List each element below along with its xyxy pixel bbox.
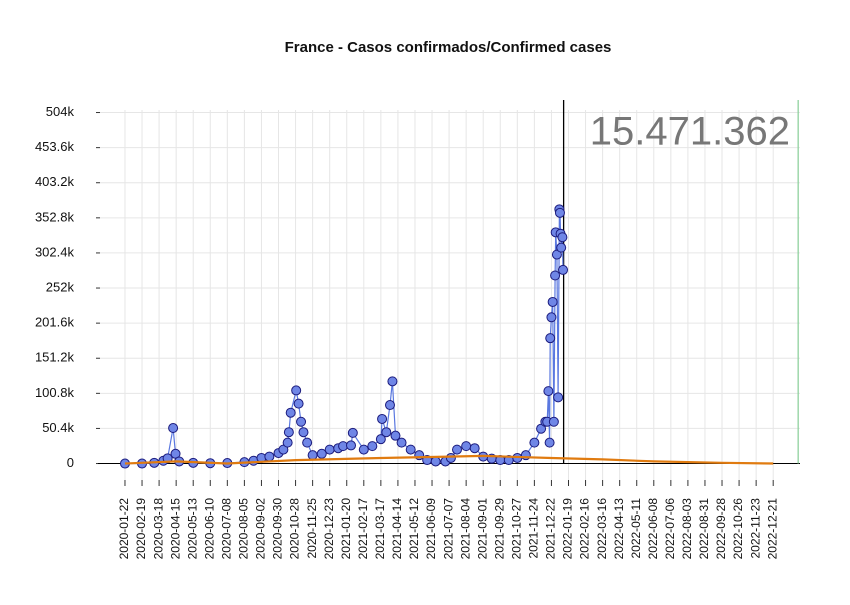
point	[396, 437, 407, 448]
point	[381, 427, 392, 438]
point	[547, 296, 558, 307]
point	[346, 440, 357, 451]
point	[469, 443, 480, 454]
point	[316, 448, 327, 459]
point	[347, 427, 358, 438]
x-tick-label: 2020-01-22	[117, 498, 131, 560]
point	[557, 232, 568, 243]
point	[445, 452, 456, 463]
y-tick-label: 504k	[46, 104, 75, 119]
x-tick-label: 2022-08-03	[680, 498, 694, 560]
x-tick-label: 2022-02-16	[578, 498, 592, 560]
y-tick-label: 302.4k	[35, 244, 75, 259]
x-tick-label: 2022-03-16	[595, 498, 609, 560]
point	[558, 264, 569, 275]
y-tick-label: 100.8k	[35, 385, 75, 400]
point	[405, 444, 416, 455]
point	[296, 416, 307, 427]
x-tick-label: 2021-04-14	[390, 498, 404, 560]
point	[529, 437, 540, 448]
y-tick-label: 201.6k	[35, 315, 75, 330]
point	[548, 416, 559, 427]
x-tick-label: 2021-01-20	[339, 498, 353, 560]
point	[430, 456, 441, 467]
point	[293, 398, 304, 409]
x-tick-label: 2020-07-08	[219, 498, 233, 560]
point	[390, 430, 401, 441]
point	[298, 427, 309, 438]
y-tick-label: 453.6k	[35, 139, 75, 154]
point	[384, 400, 395, 411]
y-tick-label: 151.2k	[35, 350, 75, 365]
x-tick-label: 2022-01-19	[561, 498, 575, 560]
x-tick-label: 2020-04-15	[168, 498, 182, 560]
x-tick-label: 2021-02-17	[356, 498, 370, 560]
x-tick-label: 2020-10-28	[288, 498, 302, 560]
point	[377, 413, 388, 424]
point	[307, 450, 318, 461]
x-tick-label: 2020-09-02	[254, 498, 268, 560]
y-tick-label: 252k	[46, 279, 75, 294]
point	[461, 441, 472, 452]
point	[556, 242, 567, 253]
x-tick-label: 2021-03-17	[373, 498, 387, 560]
x-tick-label: 2022-11-23	[748, 498, 762, 559]
point	[546, 312, 557, 323]
point	[282, 437, 293, 448]
point	[387, 376, 398, 387]
total-annotation: 15.471.362	[590, 110, 790, 154]
point	[302, 437, 313, 448]
point	[291, 385, 302, 396]
chart-title: France - Casos confirmados/Confirmed cas…	[285, 39, 612, 56]
point	[168, 423, 179, 434]
x-tick-label: 2021-09-01	[475, 498, 489, 560]
x-tick-label: 2020-05-13	[185, 498, 199, 560]
point	[375, 434, 386, 445]
x-tick-label: 2020-12-23	[322, 498, 336, 560]
x-tick-label: 2021-05-12	[407, 498, 421, 560]
x-tick-label: 2020-06-10	[202, 498, 216, 560]
y-tick-label: 403.2k	[35, 174, 75, 189]
x-tick-label: 2021-12-22	[544, 498, 558, 560]
x-tick-label: 2020-03-18	[151, 498, 165, 560]
y-tick-label: 352.8k	[35, 209, 75, 224]
x-tick-label: 2021-08-04	[458, 498, 472, 560]
point	[367, 441, 378, 452]
x-tick-label: 2021-09-29	[492, 498, 506, 560]
point	[264, 451, 275, 462]
x-tick-label: 2020-11-25	[305, 498, 319, 559]
point	[550, 270, 561, 281]
x-tick-label: 2021-11-24	[527, 498, 541, 559]
x-tick-label: 2022-05-11	[629, 498, 643, 559]
y-tick-label: 0	[67, 455, 74, 470]
x-tick-label: 2022-09-28	[714, 498, 728, 560]
x-tick-label: 2022-08-31	[697, 498, 711, 560]
point	[285, 407, 296, 418]
point	[358, 444, 369, 455]
x-tick-label: 2022-12-21	[765, 498, 779, 560]
trend-line	[124, 454, 774, 465]
x-tick-label: 2020-02-19	[134, 498, 148, 560]
y-tick-label: 50.4k	[42, 420, 74, 435]
x-tick-label: 2021-06-09	[424, 498, 438, 560]
point	[545, 333, 556, 344]
point	[283, 427, 294, 438]
point	[544, 437, 555, 448]
x-tick-label: 2022-10-26	[731, 498, 745, 560]
x-tick-label: 2022-07-06	[663, 498, 677, 560]
point	[452, 444, 463, 455]
point	[324, 444, 335, 455]
x-tick-label: 2022-06-08	[646, 498, 660, 560]
x-tick-label: 2021-10-27	[509, 498, 523, 560]
x-tick-label: 2022-04-13	[612, 498, 626, 560]
x-tick-label: 2020-09-30	[271, 498, 285, 560]
point	[553, 392, 564, 403]
point	[554, 207, 565, 218]
point	[543, 386, 554, 397]
x-tick-label: 2021-07-07	[441, 498, 455, 560]
x-tick-label: 2020-08-05	[237, 498, 251, 560]
